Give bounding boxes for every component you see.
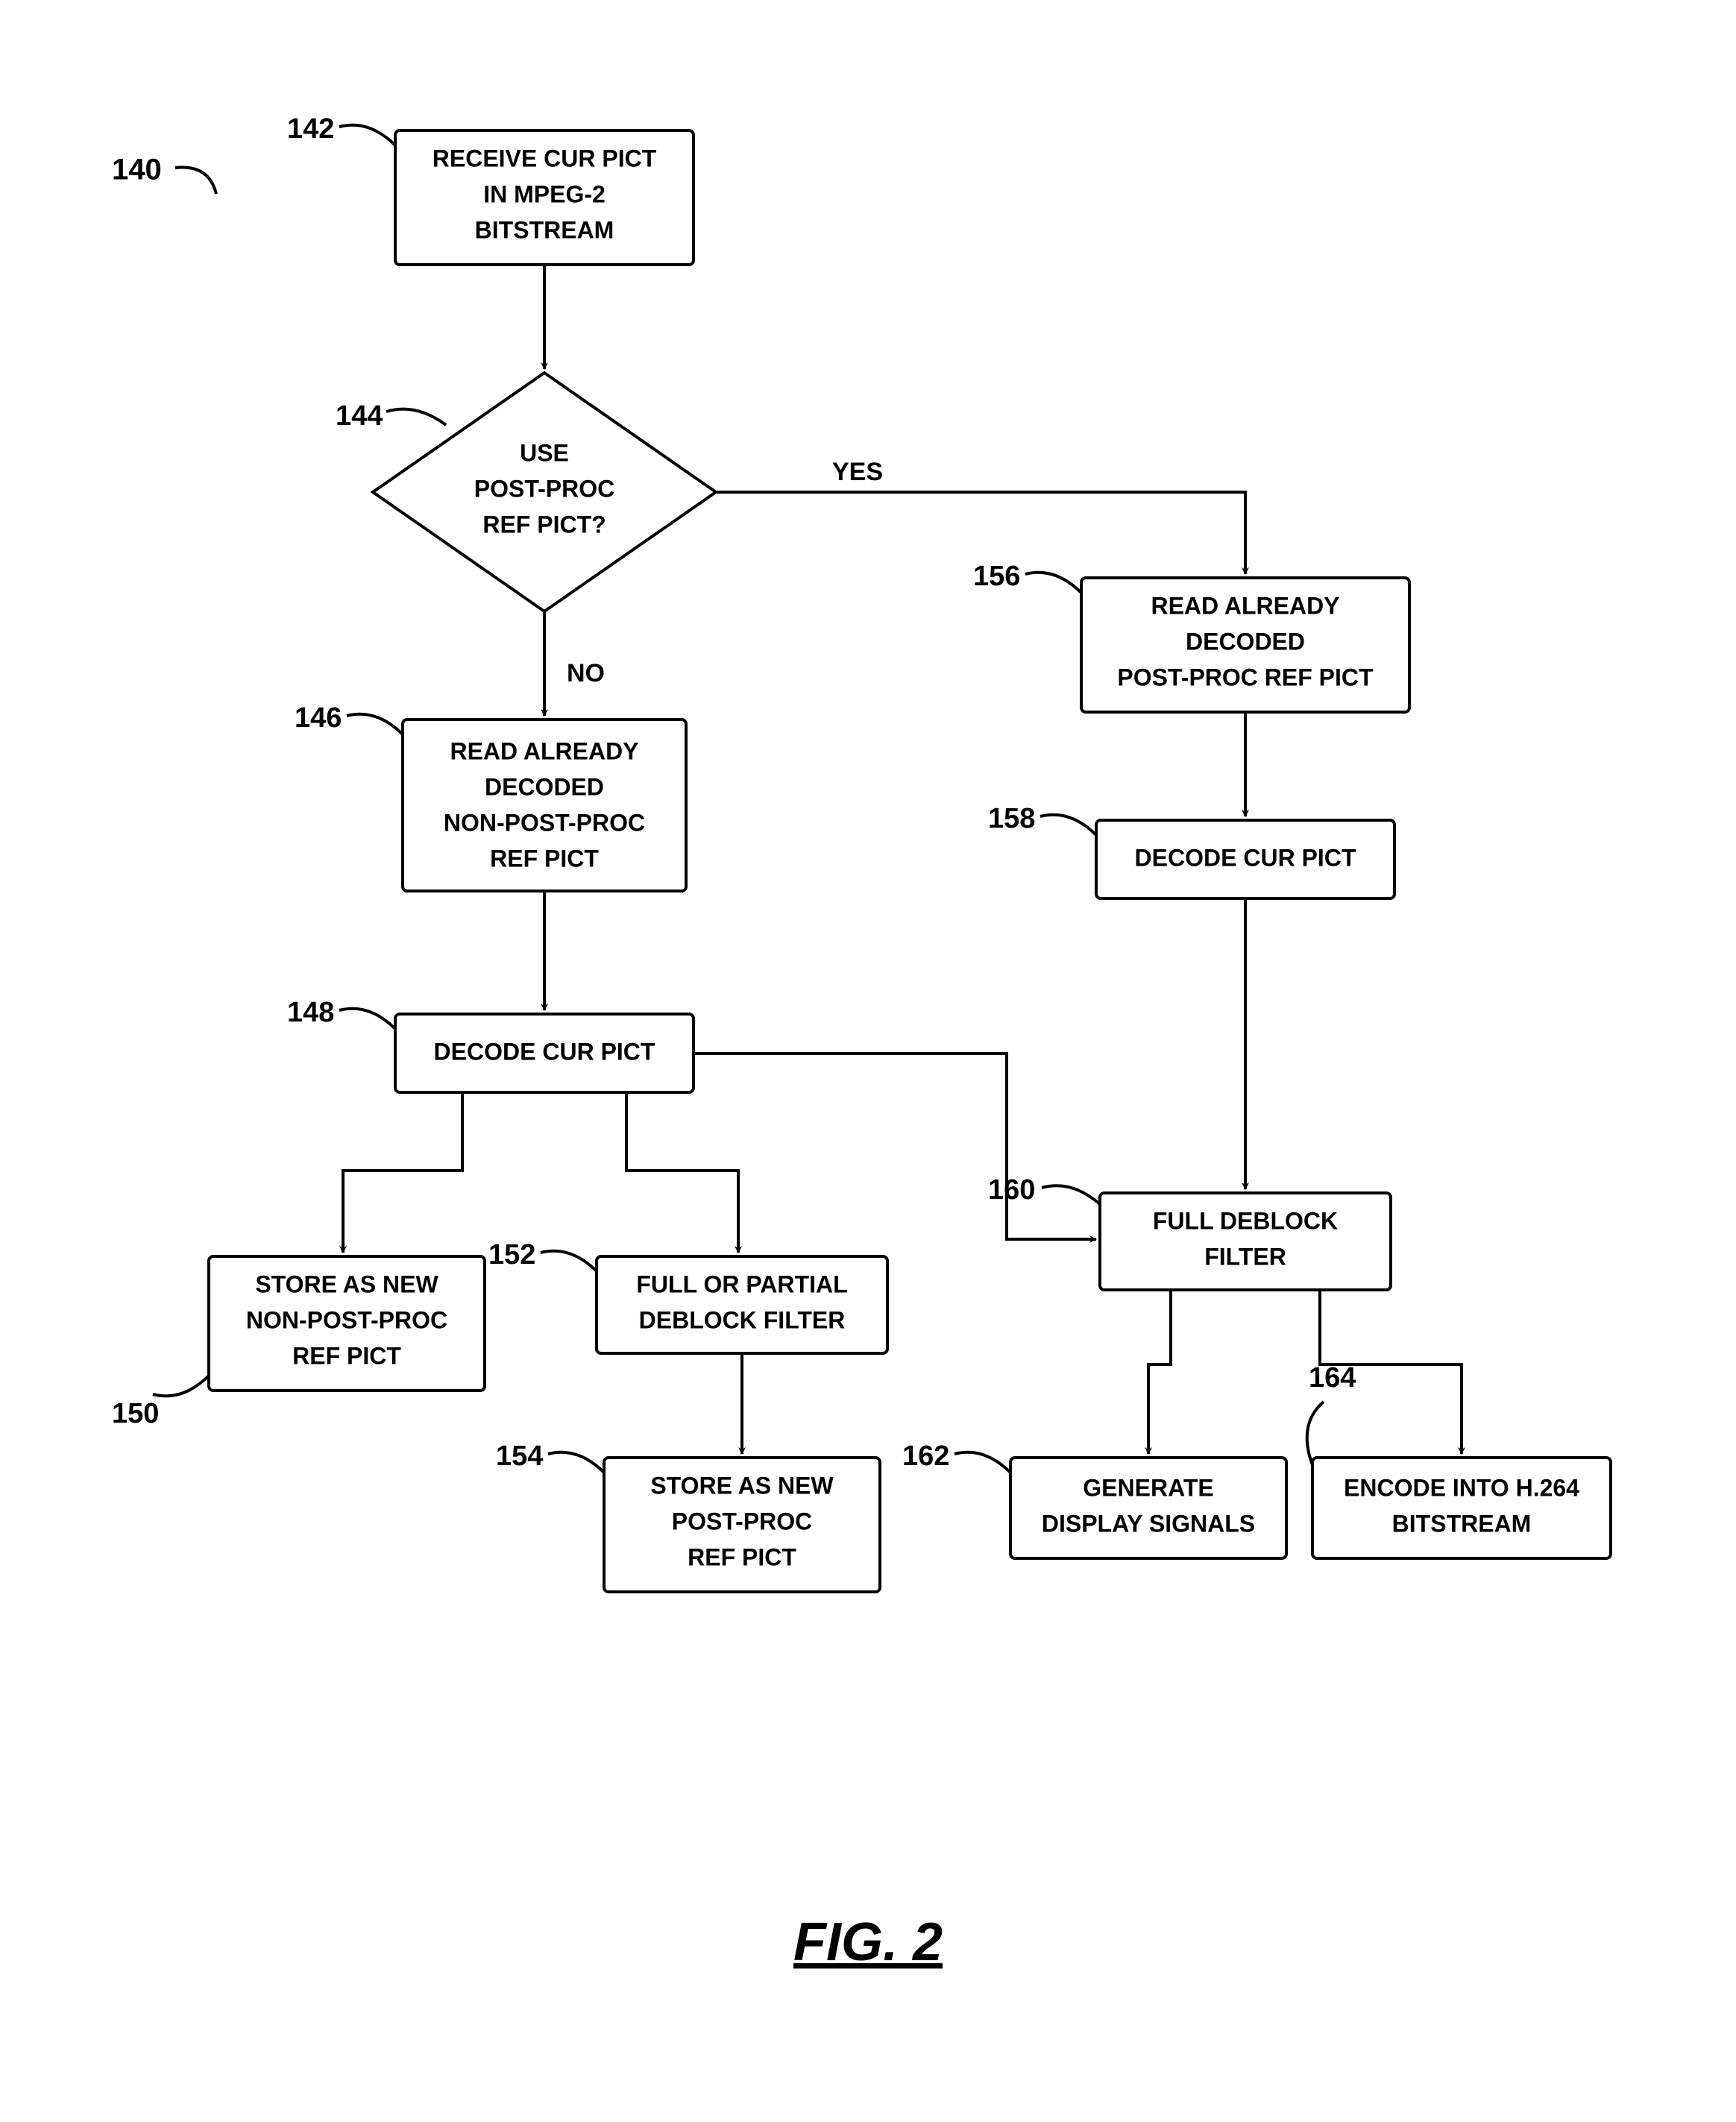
node-156-line3: POST-PROC REF PICT: [1117, 664, 1374, 690]
ref-156: 156: [973, 561, 1020, 592]
ref-hook-158: [1040, 815, 1096, 835]
node-146-line2: DECODED: [485, 773, 604, 800]
edge-160-162: [1148, 1290, 1171, 1454]
edge-yes-label: YES: [832, 458, 883, 486]
ref-150: 150: [112, 1398, 159, 1429]
node-146-line4: REF PICT: [490, 845, 599, 872]
node-164-line1: ENCODE INTO H.264: [1344, 1474, 1579, 1501]
edge-148-152: [626, 1092, 738, 1253]
ref-hook-164: [1307, 1402, 1324, 1465]
node-142-line2: IN MPEG-2: [483, 180, 606, 207]
node-162-line1: GENERATE: [1083, 1474, 1213, 1501]
ref-148: 148: [287, 997, 334, 1028]
edge-148-150: [343, 1092, 462, 1253]
ref-146: 146: [295, 702, 342, 734]
node-150-line3: REF PICT: [292, 1342, 401, 1369]
node-decode-cur-pict-right: DECODE CUR PICT 158: [988, 803, 1394, 898]
ref-hook-148: [339, 1009, 395, 1029]
ref-hook-154: [548, 1452, 604, 1473]
node-160-line1: FULL DEBLOCK: [1153, 1207, 1338, 1234]
node-144-line2: POST-PROC: [474, 475, 614, 502]
node-164-line2: BITSTREAM: [1392, 1510, 1532, 1537]
ref-hook-146: [347, 714, 403, 734]
node-generate-display-signals: GENERATE DISPLAY SIGNALS 162: [902, 1441, 1286, 1558]
node-full-or-partial-deblock: FULL OR PARTIAL DEBLOCK FILTER 152: [488, 1239, 887, 1353]
node-152-line2: DEBLOCK FILTER: [639, 1306, 846, 1333]
node-decode-cur-pict-left: DECODE CUR PICT 148: [287, 997, 694, 1092]
ref-164: 164: [1309, 1362, 1356, 1394]
node-read-nonpostproc: READ ALREADY DECODED NON-POST-PROC REF P…: [295, 702, 686, 891]
ref-hook-162: [955, 1452, 1010, 1473]
node-150-line1: STORE AS NEW: [255, 1271, 438, 1297]
figure-caption: FIG. 2: [793, 1912, 943, 1972]
edge-148-160: [694, 1054, 1096, 1239]
node-144-line3: REF PICT?: [482, 511, 606, 538]
ref-hook-160: [1042, 1186, 1100, 1204]
ref-154: 154: [496, 1441, 543, 1472]
ref-158: 158: [988, 803, 1035, 834]
node-146-line3: NON-POST-PROC: [444, 809, 645, 836]
ref-hook-150: [153, 1376, 209, 1396]
node-162-line2: DISPLAY SIGNALS: [1042, 1510, 1255, 1537]
node-144-line1: USE: [520, 439, 569, 466]
flowchart-canvas: 140 RECEIVE CUR PICT IN MPEG-2 BITSTREAM…: [0, 0, 1736, 2122]
node-154-line2: POST-PROC: [672, 1508, 812, 1534]
node-encode-h264: ENCODE INTO H.264 BITSTREAM 164: [1307, 1362, 1611, 1558]
node-158-line1: DECODE CUR PICT: [1135, 844, 1356, 871]
ref-hook-156: [1025, 573, 1081, 593]
node-full-deblock-filter: FULL DEBLOCK FILTER 160: [988, 1174, 1391, 1290]
node-154-line1: STORE AS NEW: [650, 1472, 834, 1499]
edge-no-label: NO: [567, 659, 605, 687]
ref-162: 162: [902, 1441, 949, 1472]
node-read-postproc: READ ALREADY DECODED POST-PROC REF PICT …: [973, 561, 1409, 712]
figure-ref-hook: [175, 167, 216, 194]
ref-142: 142: [287, 113, 334, 145]
ref-hook-142: [339, 125, 395, 145]
ref-152: 152: [488, 1239, 535, 1271]
node-store-nonpostproc: STORE AS NEW NON-POST-PROC REF PICT 150: [112, 1256, 485, 1429]
ref-144: 144: [336, 400, 383, 432]
node-use-post-proc-decision: USE POST-PROC REF PICT? 144: [336, 373, 716, 611]
figure-ref-label: 140: [112, 154, 162, 186]
ref-160: 160: [988, 1174, 1035, 1206]
node-store-postproc: STORE AS NEW POST-PROC REF PICT 154: [496, 1441, 880, 1592]
node-154-line3: REF PICT: [688, 1543, 796, 1570]
node-160-line2: FILTER: [1204, 1243, 1286, 1270]
node-152-line1: FULL OR PARTIAL: [636, 1271, 847, 1297]
node-142-line1: RECEIVE CUR PICT: [433, 145, 657, 171]
ref-hook-152: [541, 1251, 597, 1271]
node-156-line2: DECODED: [1186, 628, 1305, 655]
node-142-line3: BITSTREAM: [475, 216, 614, 243]
node-156-line1: READ ALREADY: [1151, 592, 1339, 619]
node-146-line1: READ ALREADY: [450, 737, 638, 764]
node-receive-cur-pict: RECEIVE CUR PICT IN MPEG-2 BITSTREAM 142: [287, 113, 694, 265]
ref-hook-144: [386, 409, 446, 425]
node-150-line2: NON-POST-PROC: [246, 1306, 447, 1333]
node-148-line1: DECODE CUR PICT: [434, 1038, 655, 1065]
